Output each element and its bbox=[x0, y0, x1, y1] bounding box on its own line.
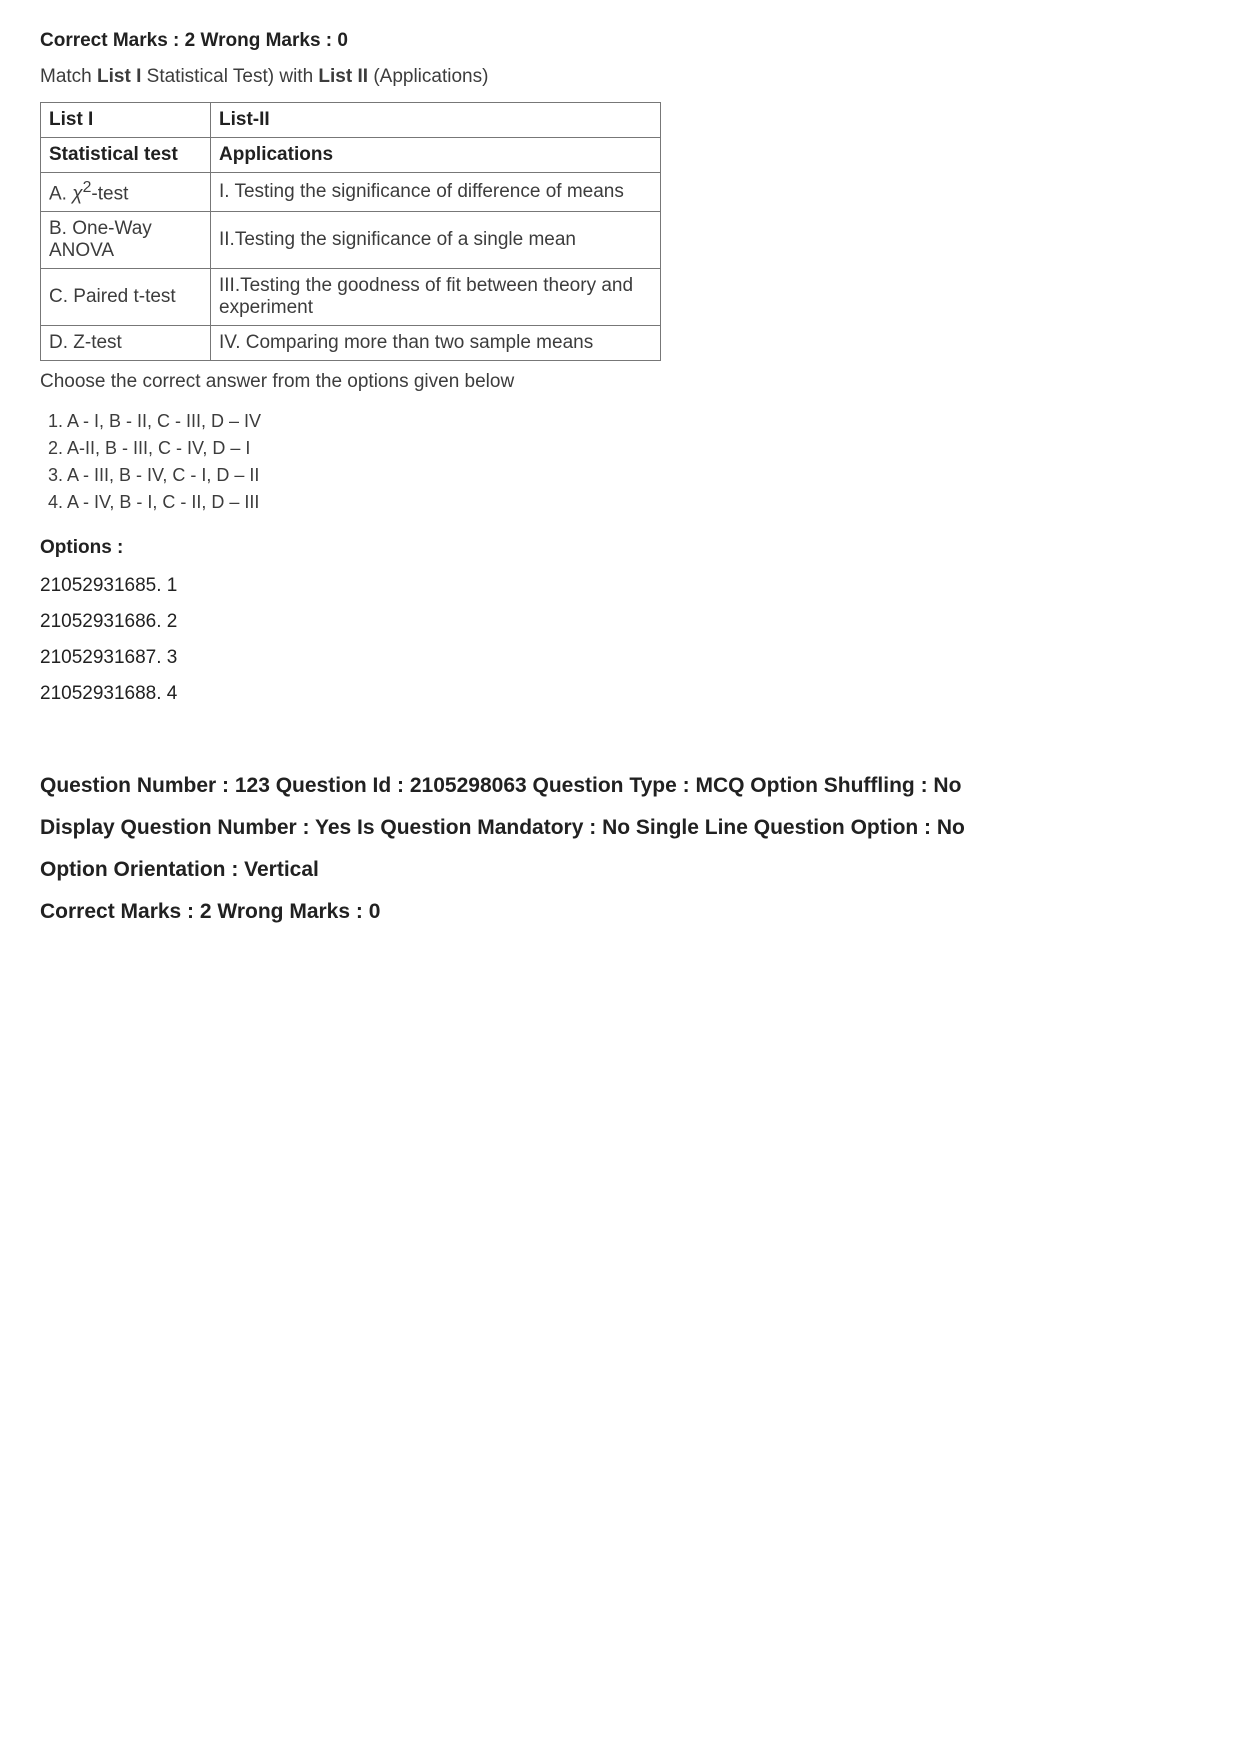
question-meta: Question Number : 123 Question Id : 2105… bbox=[40, 765, 1200, 933]
match-table: List I List-II Statistical test Applicat… bbox=[40, 102, 661, 361]
table-row: A. χ2-test I. Testing the significance o… bbox=[41, 173, 661, 212]
options-heading: Options : bbox=[40, 537, 1200, 559]
option-1[interactable]: 21052931685. 1 bbox=[40, 575, 1200, 597]
row-a-post: -test bbox=[91, 183, 128, 204]
header-list1: List I bbox=[41, 103, 211, 138]
wrong-marks: Wrong Marks : 0 bbox=[201, 30, 348, 51]
row-c-app: III.Testing the goodness of fit between … bbox=[211, 269, 661, 326]
table-row: C. Paired t-test III.Testing the goodnes… bbox=[41, 269, 661, 326]
subheader-list1: Statistical test bbox=[41, 138, 211, 173]
meta-line-3: Option Orientation : Vertical bbox=[40, 849, 1200, 891]
row-a-app: I. Testing the significance of differenc… bbox=[211, 173, 661, 212]
row-b-test: B. One-Way ANOVA bbox=[41, 212, 211, 269]
match-instruction: Match List I Statistical Test) with List… bbox=[40, 66, 1200, 88]
combination-list: 1. A - I, B - II, C - III, D – IV 2. A-I… bbox=[40, 411, 1200, 513]
chi-symbol: χ bbox=[72, 183, 82, 204]
correct-marks: Correct Marks : 2 bbox=[40, 30, 195, 51]
option-4[interactable]: 21052931688. 4 bbox=[40, 683, 1200, 705]
meta-line-4: Correct Marks : 2 Wrong Marks : 0 bbox=[40, 891, 1200, 933]
table-header-row: List I List-II bbox=[41, 103, 661, 138]
row-a-test: A. χ2-test bbox=[41, 173, 211, 212]
combo-1: 1. A - I, B - II, C - III, D – IV bbox=[48, 411, 1200, 432]
row-d-test: D. Z-test bbox=[41, 326, 211, 361]
choose-text: Choose the correct answer from the optio… bbox=[40, 371, 1200, 393]
row-d-app: IV. Comparing more than two sample means bbox=[211, 326, 661, 361]
row-c-test: C. Paired t-test bbox=[41, 269, 211, 326]
table-row: B. One-Way ANOVA II.Testing the signific… bbox=[41, 212, 661, 269]
option-2[interactable]: 21052931686. 2 bbox=[40, 611, 1200, 633]
combo-4: 4. A - IV, B - I, C - II, D – III bbox=[48, 492, 1200, 513]
table-subheader-row: Statistical test Applications bbox=[41, 138, 661, 173]
list2-label: List II bbox=[318, 66, 368, 87]
option-3[interactable]: 21052931687. 3 bbox=[40, 647, 1200, 669]
meta-line-2: Display Question Number : Yes Is Questio… bbox=[40, 807, 1200, 849]
row-b-app: II.Testing the significance of a single … bbox=[211, 212, 661, 269]
row-a-pre: A. bbox=[49, 183, 72, 204]
meta-line-1: Question Number : 123 Question Id : 2105… bbox=[40, 765, 1200, 807]
combo-3: 3. A - III, B - IV, C - I, D – II bbox=[48, 465, 1200, 486]
table-row: D. Z-test IV. Comparing more than two sa… bbox=[41, 326, 661, 361]
marks-line: Correct Marks : 2 Wrong Marks : 0 bbox=[40, 30, 1200, 52]
subheader-list2: Applications bbox=[211, 138, 661, 173]
instruction-prefix: Match bbox=[40, 66, 97, 87]
instruction-mid: Statistical Test) with bbox=[141, 66, 318, 87]
combo-2: 2. A-II, B - III, C - IV, D – I bbox=[48, 438, 1200, 459]
header-list2: List-II bbox=[211, 103, 661, 138]
list1-label: List I bbox=[97, 66, 141, 87]
instruction-suffix: (Applications) bbox=[368, 66, 488, 87]
